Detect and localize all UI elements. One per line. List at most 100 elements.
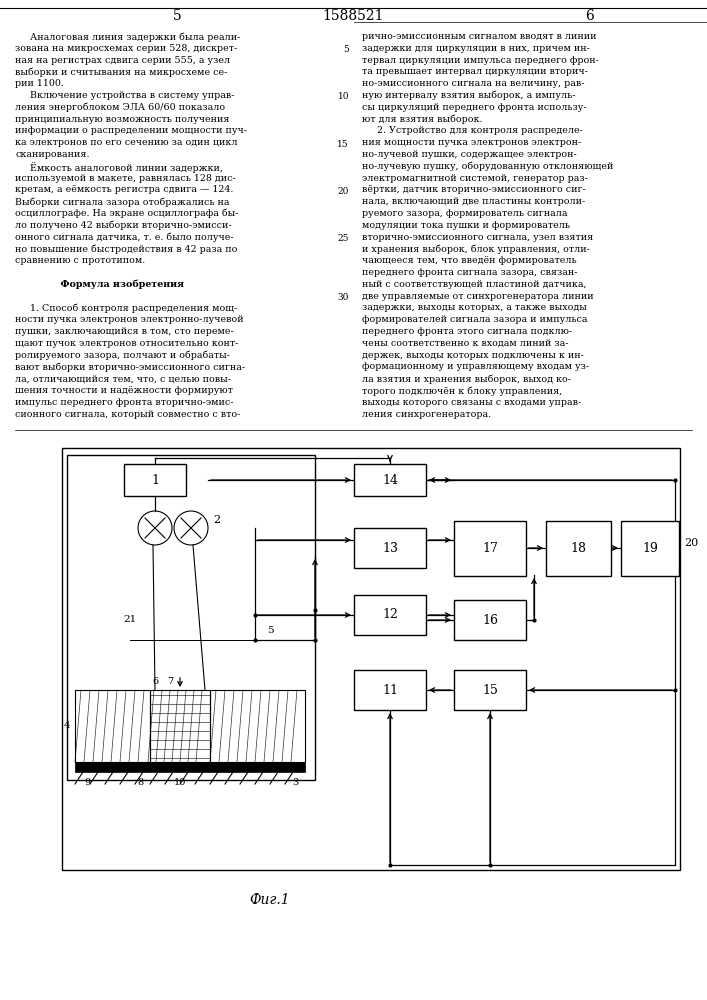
Text: 15: 15: [337, 140, 349, 149]
Text: 6: 6: [152, 678, 158, 686]
Text: рично-эмиссионным сигналом вводят в линии: рично-эмиссионным сигналом вводят в лини…: [362, 32, 597, 41]
Text: 21: 21: [124, 615, 136, 624]
Text: чающееся тем, что введён формирователь: чающееся тем, что введён формирователь: [362, 256, 577, 265]
Text: Аналоговая линия задержки была реали-: Аналоговая линия задержки была реали-: [15, 32, 240, 41]
Text: но-эмиссионного сигнала на величину, рав-: но-эмиссионного сигнала на величину, рав…: [362, 79, 585, 88]
Text: сионного сигнала, который совместно с вто-: сионного сигнала, который совместно с вт…: [15, 410, 240, 419]
Text: 6: 6: [585, 9, 595, 23]
Text: ления энергоблоком ЭЛА 60/60 показало: ления энергоблоком ЭЛА 60/60 показало: [15, 103, 225, 112]
Text: кретам, а еёмкость регистра сдвига — 124.: кретам, а еёмкость регистра сдвига — 124…: [15, 185, 233, 194]
Text: 7: 7: [167, 678, 173, 686]
Text: выходы которого связаны с входами управ-: выходы которого связаны с входами управ-: [362, 398, 581, 407]
Text: тервал циркуляции импульса переднего фрон-: тервал циркуляции импульса переднего фро…: [362, 56, 599, 65]
Text: ная на регистрах сдвига серии 555, а узел: ная на регистрах сдвига серии 555, а узе…: [15, 56, 230, 65]
Bar: [210, 690, 305, 762]
Text: 9: 9: [84, 778, 90, 787]
Text: 11: 11: [382, 684, 398, 696]
Text: Выборки сигнала зазора отображались на: Выборки сигнала зазора отображались на: [15, 197, 230, 207]
Text: сравнению с прототипом.: сравнению с прототипом.: [15, 256, 145, 265]
Text: 10: 10: [174, 778, 186, 787]
Text: сы циркуляций переднего фронта использу-: сы циркуляций переднего фронта использу-: [362, 103, 587, 112]
Text: нала, включающий две пластины контроли-: нала, включающий две пластины контроли-: [362, 197, 585, 206]
Text: информации о распределении мощности пуч-: информации о распределении мощности пуч-: [15, 126, 247, 135]
Text: ности пучка электронов электронно-лучевой: ности пучка электронов электронно-лучево…: [15, 315, 244, 324]
Text: 12: 12: [382, 608, 398, 621]
Text: 1: 1: [151, 474, 159, 487]
Bar: [454, 670, 526, 710]
Text: ния мощности пучка электронов электрон-: ния мощности пучка электронов электрон-: [362, 138, 581, 147]
Bar: [354, 670, 426, 710]
Text: формационному и управляющему входам уз-: формационному и управляющему входам уз-: [362, 362, 589, 371]
Text: зована на микросхемах серии 528, дискрет-: зована на микросхемах серии 528, дискрет…: [15, 44, 238, 53]
Bar: [621, 520, 679, 576]
Text: 25: 25: [337, 234, 349, 243]
Text: вторично-эмиссионного сигнала, узел взятия: вторично-эмиссионного сигнала, узел взят…: [362, 233, 593, 242]
Text: пушки, заключающийся в том, сто переме-: пушки, заключающийся в том, сто переме-: [15, 327, 234, 336]
Text: 14: 14: [382, 474, 398, 487]
Text: но-лучевую пушку, оборудованную отклоняющей: но-лучевую пушку, оборудованную отклоняю…: [362, 162, 614, 171]
Text: Фиг.1: Фиг.1: [250, 893, 291, 907]
Text: модуляции тока пушки и формирователь: модуляции тока пушки и формирователь: [362, 221, 570, 230]
Bar: [546, 520, 611, 576]
Text: принципиальную возможность получения: принципиальную возможность получения: [15, 115, 230, 124]
Text: 20: 20: [684, 538, 699, 548]
Text: та превышает интервал циркуляции вторич-: та превышает интервал циркуляции вторич-: [362, 67, 588, 76]
Bar: [75, 690, 150, 762]
Text: щают пучок электронов относительно конт-: щают пучок электронов относительно конт-: [15, 339, 238, 348]
Text: но повышение быстродействия в 42 раза по: но повышение быстродействия в 42 раза по: [15, 244, 238, 254]
Text: 5: 5: [267, 626, 274, 635]
Text: 16: 16: [482, 613, 498, 626]
Text: 1. Способ контроля распределения мощ-: 1. Способ контроля распределения мощ-: [15, 303, 238, 313]
Text: 1588521: 1588521: [322, 9, 384, 23]
Text: 5: 5: [173, 9, 182, 23]
Text: 20: 20: [338, 187, 349, 196]
Bar: [62, 448, 680, 870]
Text: 10: 10: [337, 92, 349, 101]
Text: ную интервалу взятия выборок, а импуль-: ную интервалу взятия выборок, а импуль-: [362, 91, 575, 101]
Bar: [150, 690, 210, 762]
Text: ный с соответствующей пластиной датчика,: ный с соответствующей пластиной датчика,: [362, 280, 587, 289]
Text: 30: 30: [338, 293, 349, 302]
Text: ла взятия и хранения выборок, выход ко-: ла взятия и хранения выборок, выход ко-: [362, 374, 571, 384]
Bar: [354, 528, 426, 568]
Text: держек, выходы которых подключены к ин-: держек, выходы которых подключены к ин-: [362, 351, 584, 360]
Bar: [354, 595, 426, 635]
Text: формирователей сигнала зазора и импульса: формирователей сигнала зазора и импульса: [362, 315, 588, 324]
Text: Ёмкость аналоговой линии задержки,: Ёмкость аналоговой линии задержки,: [15, 162, 223, 173]
Text: ролируемого зазора, полчают и обрабаты-: ролируемого зазора, полчают и обрабаты-: [15, 351, 230, 360]
Text: выборки и считывания на микросхеме се-: выборки и считывания на микросхеме се-: [15, 67, 228, 77]
Bar: [454, 600, 526, 640]
Text: переднего фронта этого сигнала подклю-: переднего фронта этого сигнала подклю-: [362, 327, 572, 336]
Text: используемой в макете, равнялась 128 дис-: используемой в макете, равнялась 128 дис…: [15, 174, 235, 183]
Text: ло получено 42 выборки вторично-эмисси-: ло получено 42 выборки вторично-эмисси-: [15, 221, 232, 230]
Bar: [75, 762, 305, 772]
Text: торого подключён к блоку управления,: торого подключён к блоку управления,: [362, 386, 562, 395]
Text: 18: 18: [570, 542, 586, 554]
Text: две управляемые от синхрогенератора линии: две управляемые от синхрогенератора лини…: [362, 292, 594, 301]
Text: ления синхрогенератора.: ления синхрогенератора.: [362, 410, 491, 419]
Text: 3: 3: [292, 778, 298, 787]
Bar: [124, 464, 186, 496]
Text: Включение устройства в систему управ-: Включение устройства в систему управ-: [15, 91, 235, 100]
Bar: [354, 464, 426, 496]
Text: осциллографе. На экране осциллографа бы-: осциллографе. На экране осциллографа бы-: [15, 209, 238, 219]
Text: переднего фронта сигнала зазора, связан-: переднего фронта сигнала зазора, связан-: [362, 268, 578, 277]
Text: руемого зазора, формирователь сигнала: руемого зазора, формирователь сигнала: [362, 209, 568, 218]
Text: 2: 2: [213, 515, 220, 525]
Text: задержки, выходы которых, а также выходы: задержки, выходы которых, а также выходы: [362, 303, 587, 312]
Text: ка электронов по его сечению за один цикл: ка электронов по его сечению за один цик…: [15, 138, 238, 147]
Bar: [454, 520, 526, 576]
Text: импульс переднего фронта вторично-эмис-: импульс переднего фронта вторично-эмис-: [15, 398, 233, 407]
Text: 19: 19: [642, 542, 658, 554]
Text: 5: 5: [343, 45, 349, 54]
Text: но-лучевой пушки, содержащее электрон-: но-лучевой пушки, содержащее электрон-: [362, 150, 577, 159]
Text: рии 1100.: рии 1100.: [15, 79, 64, 88]
Text: онного сигнала датчика, т. е. было получе-: онного сигнала датчика, т. е. было получ…: [15, 233, 233, 242]
Text: 8: 8: [137, 778, 143, 787]
Text: Формула изобретения: Формула изобретения: [15, 280, 184, 289]
Text: вёртки, датчик вторично-эмиссионного сиг-: вёртки, датчик вторично-эмиссионного сиг…: [362, 185, 586, 194]
Text: 2. Устройство для контроля распределе-: 2. Устройство для контроля распределе-: [362, 126, 583, 135]
Text: чены соответственно к входам линий за-: чены соответственно к входам линий за-: [362, 339, 568, 348]
Text: шения точности и надёжности формируют: шения точности и надёжности формируют: [15, 386, 233, 395]
Text: и хранения выборок, блок управления, отли-: и хранения выборок, блок управления, отл…: [362, 244, 590, 254]
